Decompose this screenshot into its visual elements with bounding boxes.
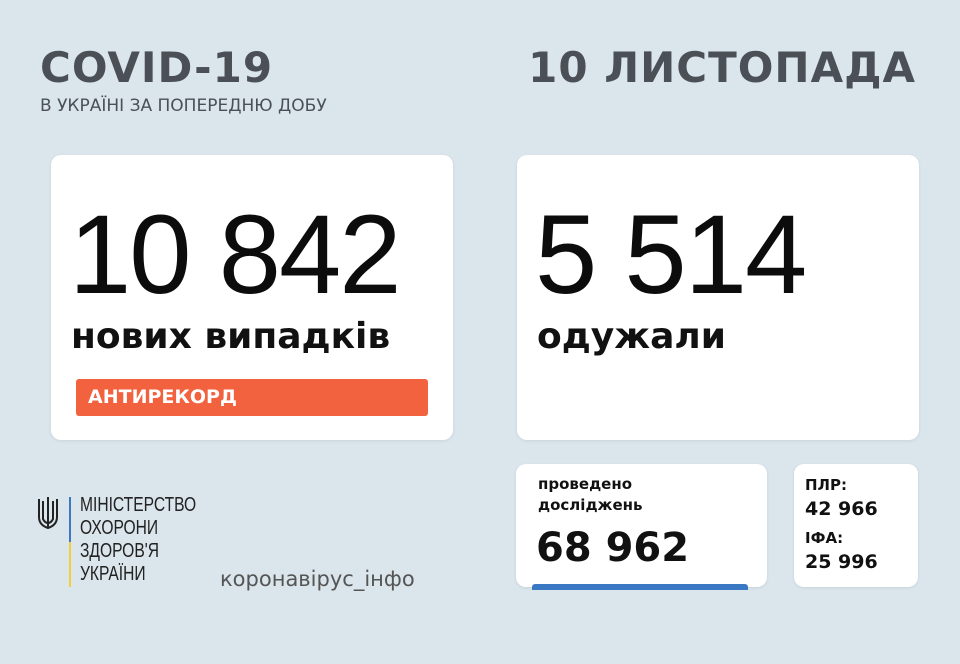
logo-line: ОХОРОНИ xyxy=(80,517,159,539)
logo-line: МІНІСТЕРСТВО xyxy=(80,494,197,516)
report-date: 10 ЛИСТОПАДА xyxy=(528,43,916,92)
tests-label-1: проведено xyxy=(538,475,633,493)
page-subtitle: В УКРАЇНІ ЗА ПОПЕРЕДНЮ ДОБУ xyxy=(40,96,327,116)
breakdown-card: ПЛР: 42 966 ІФА: 25 996 xyxy=(794,464,918,587)
trident-icon xyxy=(38,497,58,530)
accent-bar xyxy=(532,584,748,590)
logo-line: ЗДОРОВ'Я xyxy=(80,540,159,562)
page-title: COVID-19 xyxy=(40,43,274,92)
new-cases-label: нових випадків xyxy=(71,316,391,357)
tests-label-2: досліджень xyxy=(538,496,643,514)
ifa-value: 25 996 xyxy=(805,551,878,573)
record-badge: АНТИРЕКОРД xyxy=(76,379,428,416)
logo-line: УКРАЇНИ xyxy=(80,563,146,585)
ifa-label: ІФА: xyxy=(805,529,844,547)
new-cases-card: 10 842 нових випадків АНТИРЕКОРД xyxy=(51,155,453,440)
flag-line-yellow xyxy=(69,542,71,587)
new-cases-value: 10 842 xyxy=(69,192,402,317)
pcr-label: ПЛР: xyxy=(805,476,848,494)
recovered-value: 5 514 xyxy=(535,192,807,317)
recovered-label: одужали xyxy=(537,316,726,357)
ministry-logo-text: МІНІСТЕРСТВО ОХОРОНИ ЗДОРОВ'Я УКРАЇНИ xyxy=(80,494,196,586)
flag-line-blue xyxy=(69,497,71,542)
hashtag: коронавірус_інфо xyxy=(220,567,415,591)
tests-value: 68 962 xyxy=(536,525,690,571)
tests-card: проведено досліджень 68 962 xyxy=(516,464,767,590)
pcr-value: 42 966 xyxy=(805,498,878,520)
recovered-card: 5 514 одужали xyxy=(517,155,919,440)
